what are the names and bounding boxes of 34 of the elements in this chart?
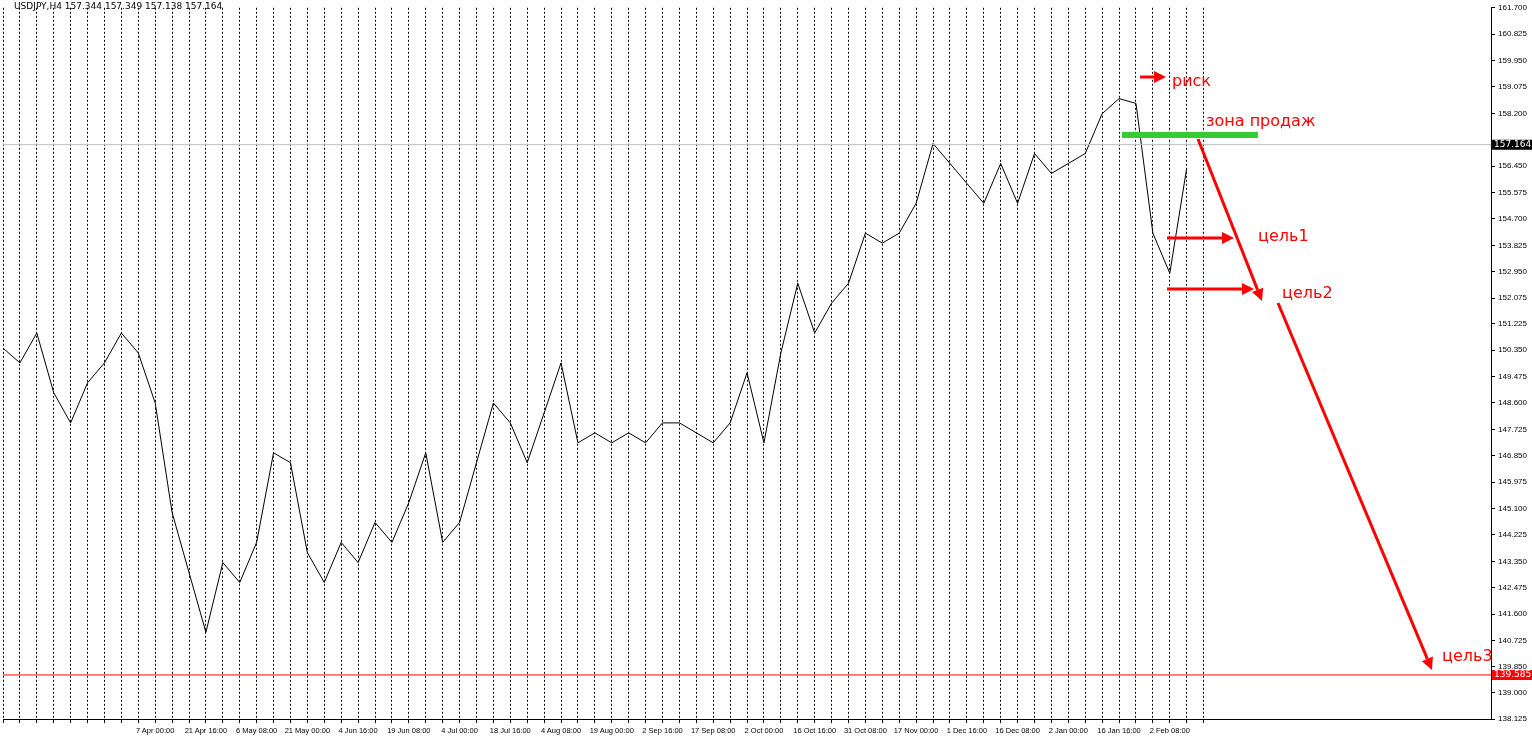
annotation: зона продаж [1206, 111, 1316, 130]
y-tick-label: 145.100 [1498, 503, 1528, 513]
ref-line-label: 157.164 [1494, 138, 1532, 149]
y-tick-label: 139.000 [1498, 687, 1528, 697]
y-tick-label: 159.950 [1498, 55, 1528, 65]
y-tick-label: 161.700 [1498, 3, 1528, 12]
y-tick-label: 148.600 [1498, 398, 1528, 408]
y-tick-label: 152.950 [1498, 266, 1528, 276]
annotation: цель1 [1258, 226, 1309, 245]
annotation: цель2 [1282, 283, 1333, 302]
chart-title: USDJPY,H4 157.344 157.349 157.138 157.164 [14, 1, 223, 11]
y-tick-label: 155.575 [1498, 187, 1528, 197]
y-tick-label: 149.475 [1498, 371, 1528, 381]
ref-line-label: 139.585 [1494, 669, 1532, 680]
y-tick-label: 139.850 [1498, 662, 1528, 672]
y-tick-label: 138.125 [1498, 714, 1528, 724]
y-tick-label: 142.475 [1498, 582, 1528, 592]
annotation: риск [1172, 71, 1212, 90]
y-tick-label: 147.725 [1498, 424, 1528, 434]
y-tick-label: 160.825 [1498, 29, 1528, 39]
y-tick-label: 156.450 [1498, 161, 1528, 171]
y-tick-label: 151.225 [1498, 319, 1528, 329]
y-tick-label: 141.600 [1498, 609, 1528, 619]
y-tick-label: 153.825 [1498, 240, 1528, 250]
y-tick-label: 152.075 [1498, 293, 1528, 303]
y-tick-label: 140.725 [1498, 635, 1528, 645]
y-tick-label: 154.700 [1498, 214, 1528, 224]
y-tick-label: 144.225 [1498, 530, 1528, 540]
y-tick-label: 146.850 [1498, 450, 1528, 460]
y-tick-label: 145.975 [1498, 477, 1528, 487]
y-tick-label: 159.075 [1498, 82, 1528, 92]
y-tick-label: 143.350 [1498, 556, 1528, 566]
y-tick-label: 150.350 [1498, 345, 1528, 355]
y-tick-label: 158.200 [1498, 108, 1528, 118]
